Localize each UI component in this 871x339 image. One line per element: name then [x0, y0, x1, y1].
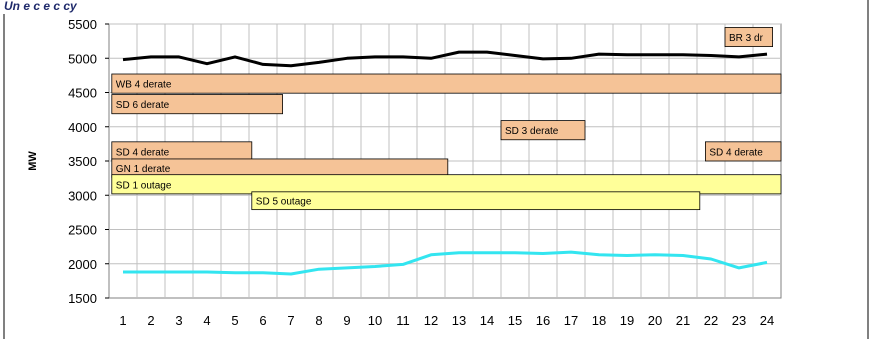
x-tick-label: 15: [508, 313, 522, 328]
y-tick-label: 5000: [68, 51, 97, 66]
outage-bar: [111, 94, 284, 115]
x-tick-label: 10: [368, 313, 382, 328]
outage-bar-label: SD 4 derate: [709, 147, 763, 158]
x-tick-label: 22: [704, 313, 718, 328]
y-tick-label: 2500: [68, 223, 97, 238]
x-axis-ticks: 1 2 3 4 5 6 7 8 9 10 11 12 13 14 15 16 17 18 19 20 21 22 23 24: [119, 313, 774, 328]
y-tick-label: 4500: [68, 86, 97, 101]
x-tick-label: 16: [536, 313, 550, 328]
x-tick-label: 14: [480, 313, 494, 328]
x-tick-label: 23: [732, 313, 746, 328]
outage-bar: [251, 191, 701, 211]
outage-bar-label: GN 1 derate: [116, 164, 171, 175]
outage-bar: [111, 174, 782, 195]
x-tick-label: 9: [343, 313, 350, 328]
y-tick-label: 3500: [68, 154, 97, 169]
x-tick-label: 21: [676, 313, 690, 328]
outage-bar-label: WB 4 derate: [116, 80, 172, 91]
x-tick-label: 12: [424, 313, 438, 328]
outage-bar: [111, 73, 782, 94]
y-tick-label: 4000: [68, 120, 97, 135]
x-tick-label: 17: [564, 313, 578, 328]
x-tick-label: 24: [760, 313, 774, 328]
x-tick-label: 19: [620, 313, 634, 328]
x-tick-label: 20: [648, 313, 662, 328]
x-tick-label: 6: [259, 313, 266, 328]
y-tick-label: 2000: [68, 257, 97, 272]
y-tick-label: 3000: [68, 188, 97, 203]
outage-bar: [724, 27, 773, 48]
y-axis-title: MW: [27, 151, 39, 171]
x-tick-label: 4: [203, 313, 210, 328]
header-fragment: Un e c e c cy: [4, 0, 78, 13]
x-tick-label: 2: [147, 313, 154, 328]
series-line-2: [123, 250, 768, 276]
outage-bar-label: SD 6 derate: [116, 100, 170, 111]
outage-bar-label: SD 3 derate: [505, 126, 559, 137]
series-line-1: [122, 50, 768, 68]
x-tick-label: 3: [175, 313, 182, 328]
outage-bars: BR 3 dr WB 4 derate SD 6 derate SD 3 derate…: [111, 27, 782, 211]
x-tick-label: 5: [231, 313, 238, 328]
y-tick-label: 5500: [68, 17, 97, 32]
y-axis-ticks: 1500 2000 2500 3000 3500 4000 4500 5000 5500: [68, 17, 109, 306]
y-tick-label: 1500: [68, 291, 97, 306]
outage-bar-label: SD 5 outage: [256, 197, 312, 208]
outage-bar: [500, 120, 586, 141]
x-tick-label: 13: [452, 313, 466, 328]
outage-bar-label: SD 4 derate: [116, 147, 170, 158]
x-tick-label: 8: [315, 313, 322, 328]
x-tick-label: 1: [119, 313, 126, 328]
outage-bar-label: BR 3 dr: [729, 33, 764, 44]
x-tick-label: 11: [396, 313, 410, 328]
x-tick-label: 7: [287, 313, 294, 328]
data-lines: [122, 50, 768, 276]
outage-bar-label: SD 1 outage: [116, 180, 172, 191]
outage-bar: [705, 141, 782, 162]
x-tick-label: 18: [592, 313, 606, 328]
